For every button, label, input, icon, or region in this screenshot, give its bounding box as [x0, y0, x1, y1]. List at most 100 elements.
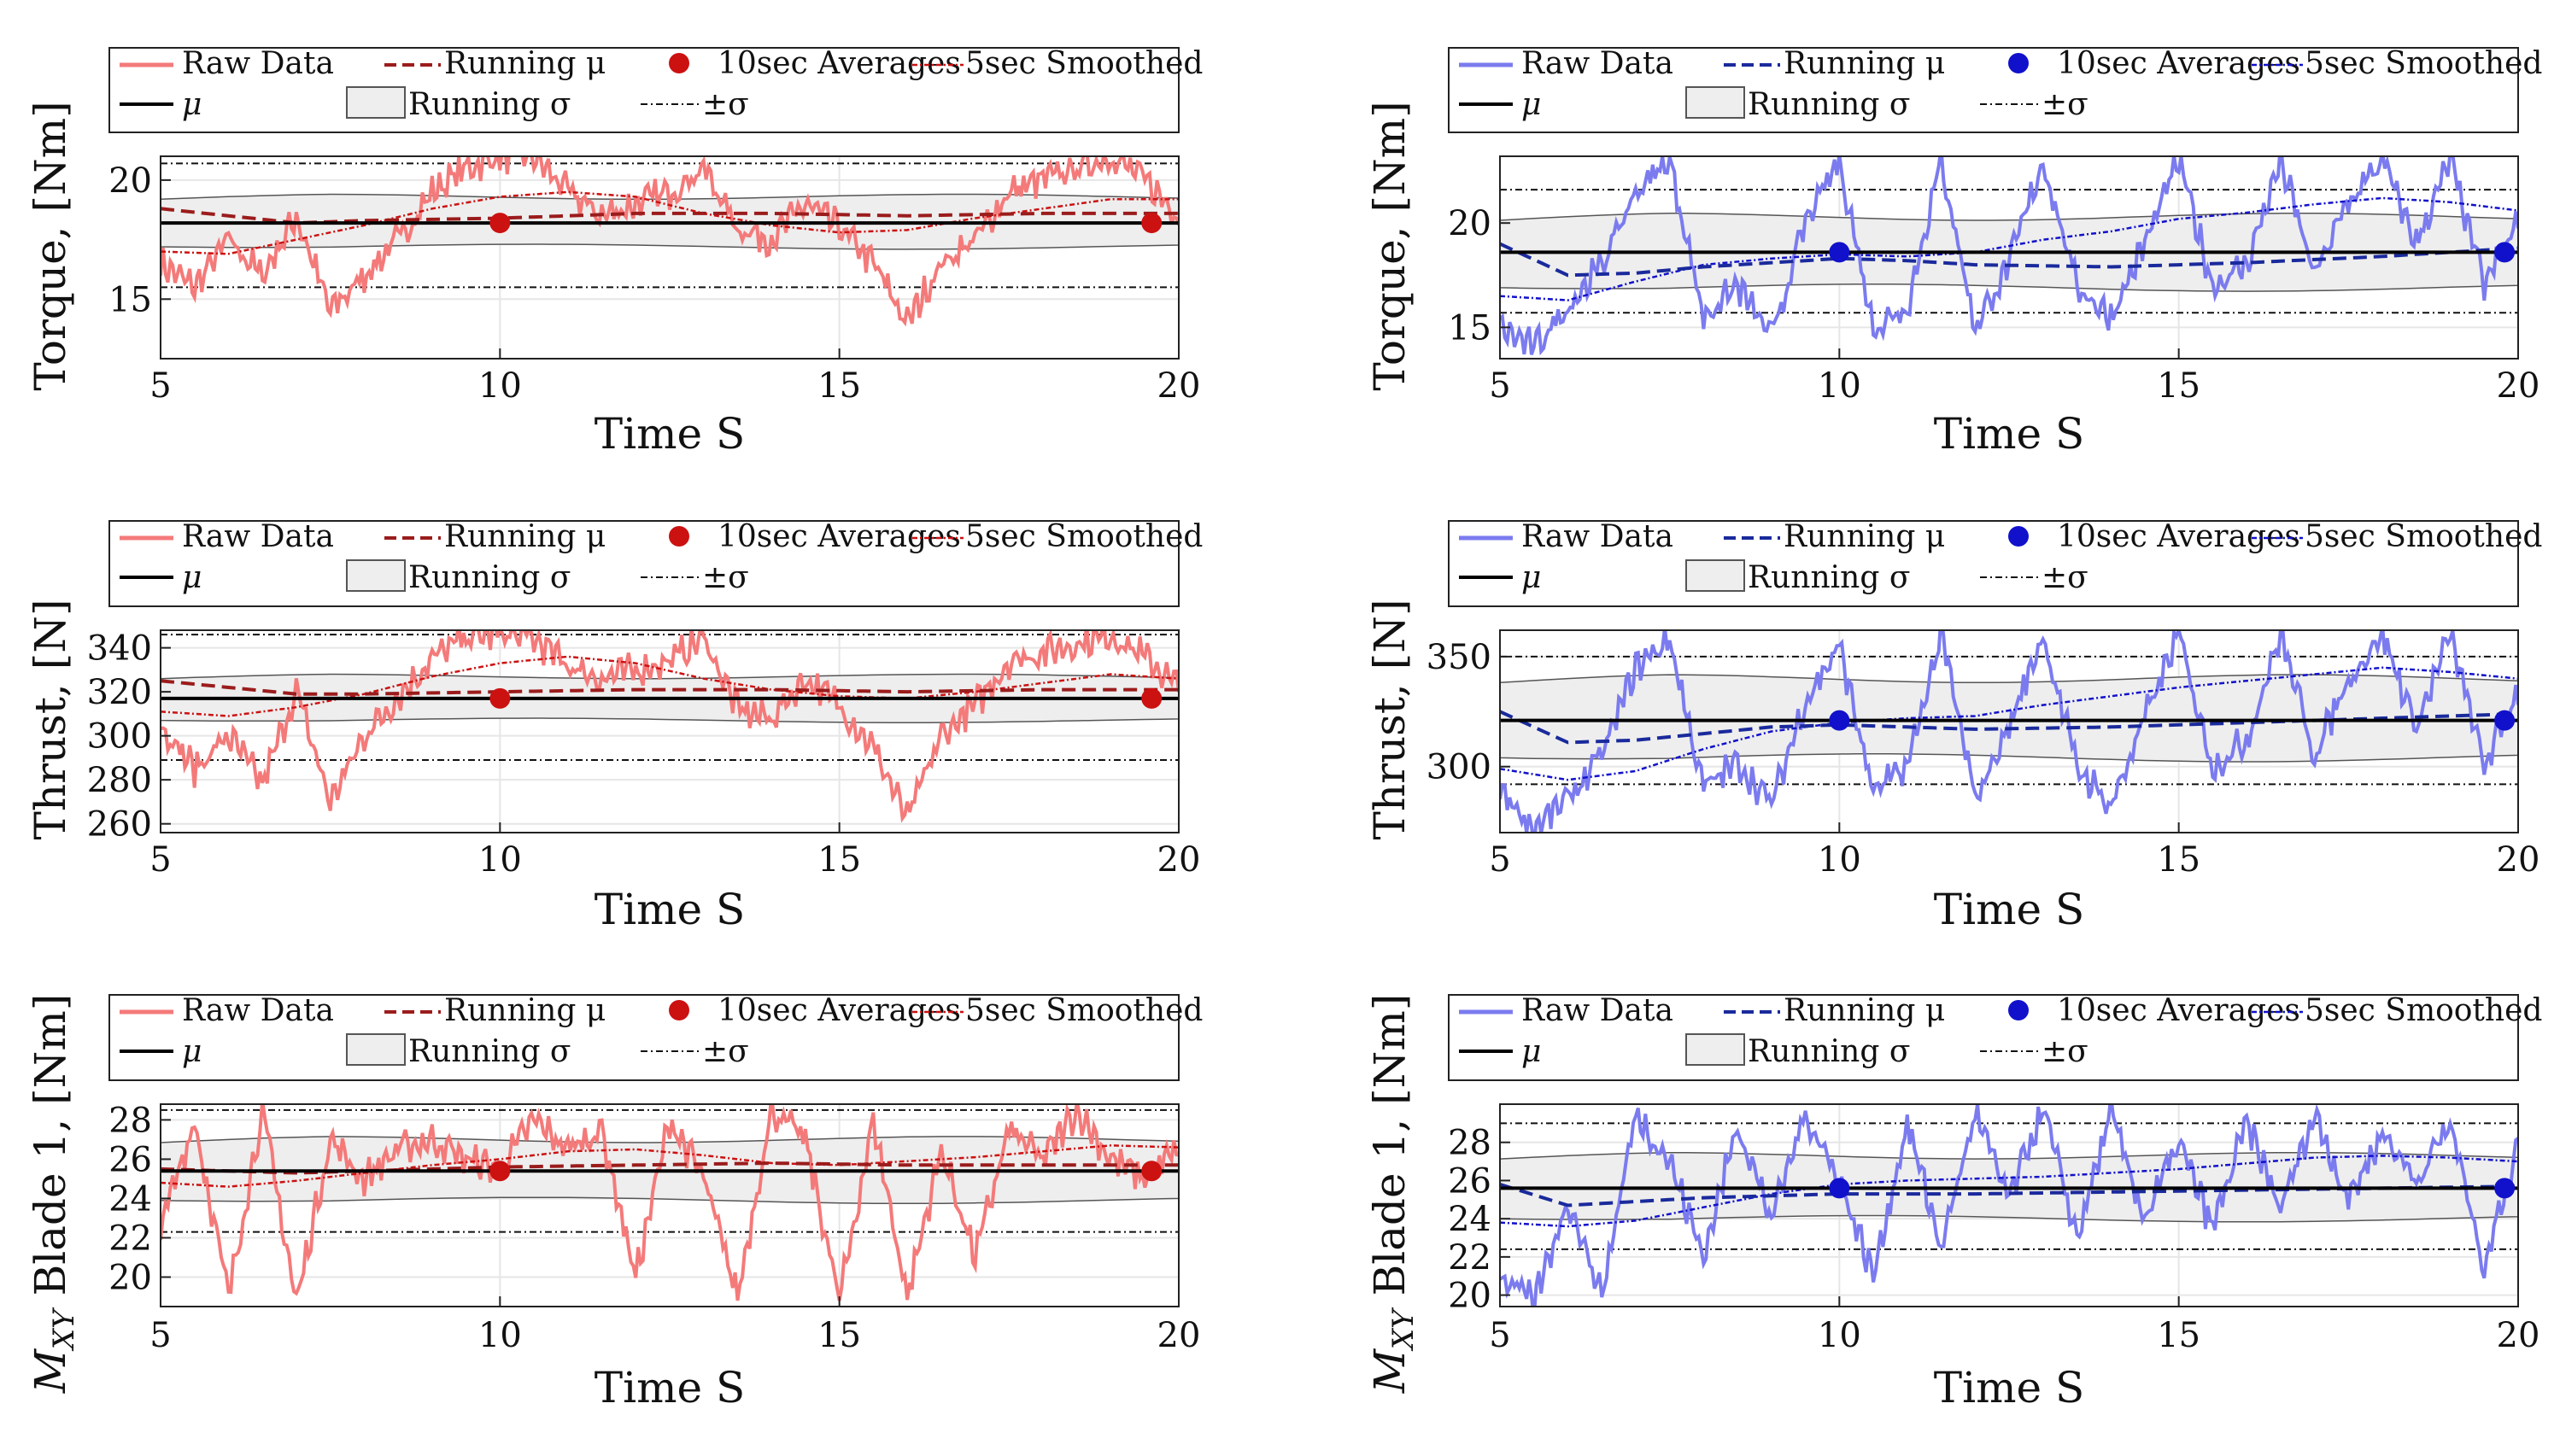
- y-axis-label: Torque, [Nm]: [26, 101, 75, 390]
- x-tick-label: 15: [2157, 1316, 2200, 1355]
- average-point: [1141, 213, 1163, 234]
- legend-raw-label: Raw Data: [182, 46, 334, 81]
- y-tick-label: 26: [1448, 1161, 1491, 1201]
- x-tick-label: 20: [2497, 1316, 2540, 1355]
- average-point: [489, 213, 511, 234]
- legend-running-mu-label: Running μ: [444, 519, 606, 554]
- x-tick-label: 10: [478, 366, 522, 406]
- legend-avg-swatch: [2008, 526, 2029, 547]
- legend-avg-label: 10sec Averages: [718, 519, 961, 554]
- average-point: [1141, 687, 1163, 709]
- x-tick-label: 20: [1157, 366, 1201, 406]
- legend-pm-label: ±σ: [702, 1034, 749, 1069]
- plot-area: [1500, 156, 2518, 356]
- average-point: [489, 1161, 511, 1182]
- legend-smooth-label: 5sec Smoothed: [965, 993, 1203, 1028]
- average-point: [2494, 242, 2516, 263]
- y-tick-label: 350: [1426, 638, 1491, 677]
- y-tick-label: 26: [108, 1140, 152, 1179]
- raw-data-series: [161, 156, 1179, 327]
- x-tick-label: 15: [2157, 366, 2200, 406]
- legend-raw-label: Raw Data: [1521, 993, 1673, 1028]
- x-tick-label: 20: [1157, 1316, 1201, 1355]
- x-tick-label: 15: [817, 366, 861, 406]
- legend-box: [1448, 47, 2519, 133]
- axes-box: [160, 629, 1180, 833]
- legend-pm-label: ±σ: [2042, 87, 2088, 122]
- y-axis-label: MXY Blade 1, [Nm]: [26, 994, 81, 1395]
- y-tick-label: 15: [108, 280, 152, 319]
- x-tick-label: 15: [817, 1316, 861, 1355]
- x-tick-label: 5: [1489, 366, 1510, 406]
- raw-data-series: [1500, 630, 2518, 833]
- smoothed-series: [1500, 1155, 2518, 1228]
- legend-mu-label: μ: [1521, 1034, 1541, 1069]
- x-axis-label: Time S: [1934, 1363, 2085, 1412]
- smoothed-series: [161, 655, 1179, 717]
- y-tick-label: 340: [87, 629, 152, 669]
- chart-panel-left-middle: 5 10 15 20 260 280 300 320 340 Time S Thrust, [N] R…: [26, 519, 1203, 934]
- axes-box: [160, 1103, 1180, 1307]
- y-tick-label: 260: [87, 805, 152, 845]
- legend-avg-label: 10sec Averages: [718, 46, 961, 81]
- legend-sigma-label: Running σ: [408, 560, 571, 595]
- x-axis-label: Time S: [1934, 409, 2085, 459]
- legend: Raw Data Running μ 10sec Averages 5sec Smoo…: [1448, 993, 2542, 1081]
- legend-mu-label: μ: [182, 87, 202, 122]
- legend-avg-swatch: [2008, 1000, 2029, 1020]
- x-tick-label: 15: [2157, 840, 2200, 880]
- y-tick-label: 20: [1448, 1277, 1491, 1316]
- y-tick-label: 22: [1448, 1238, 1491, 1278]
- y-tick-label: 24: [108, 1179, 152, 1219]
- x-tick-label: 5: [149, 840, 171, 880]
- y-tick-label: 15: [1448, 308, 1491, 348]
- legend-sigma-label: Running σ: [1748, 560, 1910, 595]
- y-tick-label: 24: [1448, 1200, 1491, 1239]
- running-mu-series: [1500, 710, 2518, 745]
- plot-area: [161, 1104, 1179, 1301]
- chart-panel-right-top: 5 10 15 20 15 20 Time S Torque, [Nm] Raw Data Run…: [1365, 46, 2542, 459]
- legend-mu-label: μ: [1521, 87, 1541, 122]
- average-point: [1829, 1178, 1850, 1199]
- average-point: [2494, 1178, 2516, 1199]
- legend-box: [108, 47, 1180, 133]
- legend-avg-swatch: [669, 53, 689, 73]
- x-axis-label: Time S: [1934, 885, 2085, 934]
- legend-sigma-label: Running σ: [1748, 87, 1910, 122]
- legend-box: [1448, 994, 2519, 1081]
- y-axis-label: MXY Blade 1, [Nm]: [1365, 994, 1421, 1395]
- x-tick-label: 15: [817, 840, 861, 880]
- axes-box: [1499, 1103, 2519, 1307]
- chart-panel-right-middle: 5 10 15 20 300 350 Time S Thrust, [N] Raw Data Ru…: [1365, 519, 2542, 934]
- y-tick-label: 22: [108, 1219, 152, 1258]
- legend-avg-swatch: [2008, 53, 2029, 73]
- legend-sigma-label: Running σ: [1748, 1034, 1910, 1069]
- legend: Raw Data Running μ 10sec Averages 5sec Smoo…: [108, 993, 1203, 1081]
- running-mu-series: [1500, 242, 2518, 278]
- legend-pm-label: ±σ: [702, 560, 749, 595]
- x-tick-label: 10: [1818, 1316, 1861, 1355]
- running-mu-series: [161, 679, 1179, 696]
- legend-box: [1448, 520, 2519, 607]
- smoothed-series: [161, 190, 1179, 255]
- legend-sigma-swatch: [1685, 559, 1745, 592]
- legend-running-mu-label: Running μ: [444, 993, 606, 1028]
- x-tick-label: 10: [478, 840, 522, 880]
- legend-avg-label: 10sec Averages: [718, 993, 961, 1028]
- x-tick-label: 5: [1489, 1316, 1510, 1355]
- average-point: [489, 687, 511, 709]
- y-tick-label: 20: [108, 1258, 152, 1297]
- legend-raw-label: Raw Data: [1521, 46, 1673, 81]
- legend-sigma-swatch: [346, 559, 406, 592]
- legend-sigma-swatch: [1685, 86, 1745, 119]
- x-axis-label: Time S: [595, 1363, 746, 1412]
- x-tick-label: 5: [1489, 840, 1510, 880]
- legend-smooth-label: 5sec Smoothed: [965, 519, 1203, 554]
- legend-raw-label: Raw Data: [182, 993, 334, 1028]
- plot-area: [161, 630, 1179, 823]
- smoothed-series: [1500, 196, 2518, 301]
- legend-avg-label: 10sec Averages: [2057, 519, 2300, 554]
- legend-sigma-swatch: [346, 1033, 406, 1066]
